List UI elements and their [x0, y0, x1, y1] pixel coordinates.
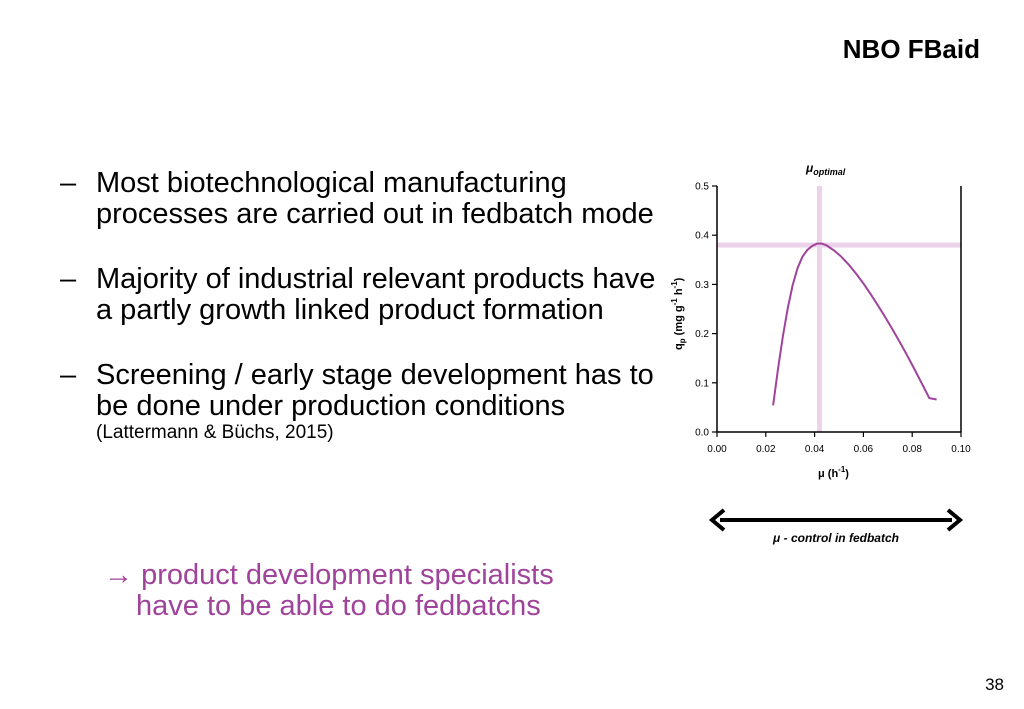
y-tick-label: 0.2: [695, 329, 709, 340]
brand-title: NBO FBaid: [842, 34, 980, 64]
series-line: [772, 242, 937, 406]
bullet-dash: –: [60, 167, 77, 199]
arrow-icon: →: [104, 559, 133, 591]
bullet-text: Screening / early stage development has …: [96, 359, 654, 422]
y-tick-label: 0.3: [695, 280, 709, 291]
x-tick-label: 0.00: [707, 444, 727, 455]
citation: (Lattermann & Büchs, 2015): [96, 422, 334, 443]
x-tick-label: 0.06: [854, 444, 874, 455]
bullet-text: Majority of industrial relevant products…: [96, 263, 656, 326]
page-number: 38: [985, 675, 1004, 694]
y-axis-label: qp (mg g-1 h-1): [670, 277, 687, 350]
bullet-dash: –: [60, 263, 77, 295]
optimum-label: μoptimal: [805, 161, 846, 177]
x-tick-label: 0.10: [951, 444, 971, 455]
bullet-item-screening: – Screening / early stage development ha…: [60, 360, 660, 444]
bullet-item-fedbatch: – Most biotechnological manufacturing pr…: [60, 168, 660, 230]
control-annotation: μ - control in fedbatch: [772, 531, 899, 545]
x-axis-label: μ (h-1): [818, 465, 849, 480]
bullet-list: – Most biotechnological manufacturing pr…: [60, 168, 660, 444]
y-tick-label: 0.1: [695, 378, 709, 389]
y-tick-label: 0.4: [695, 231, 709, 242]
x-tick-label: 0.08: [902, 444, 922, 455]
conclusion-line-2: have to be able to do fedbatchs: [136, 590, 541, 622]
x-tick-label: 0.04: [805, 444, 825, 455]
conclusion-line-1: product development specialists: [141, 559, 554, 591]
optimum-horizontal-band: [717, 242, 961, 248]
bullet-dash: –: [60, 359, 77, 391]
double-arrow-icon: [708, 508, 964, 532]
optimum-vertical-band: [816, 186, 822, 432]
bullet-item-products: – Majority of industrial relevant produc…: [60, 264, 660, 326]
y-tick-label: 0.5: [695, 182, 709, 193]
x-tick-label: 0.02: [756, 444, 776, 455]
conclusion: → product development specialists have t…: [104, 560, 554, 622]
bullet-text: Most biotechnological manufacturing proc…: [96, 167, 654, 230]
qp-vs-mu-chart: 0.00 0.02 0.04 0.06 0.08 0.10 0.0 0.1 0.2 0.3 0.4 0…: [670, 161, 971, 545]
y-tick-label: 0.0: [695, 428, 709, 439]
